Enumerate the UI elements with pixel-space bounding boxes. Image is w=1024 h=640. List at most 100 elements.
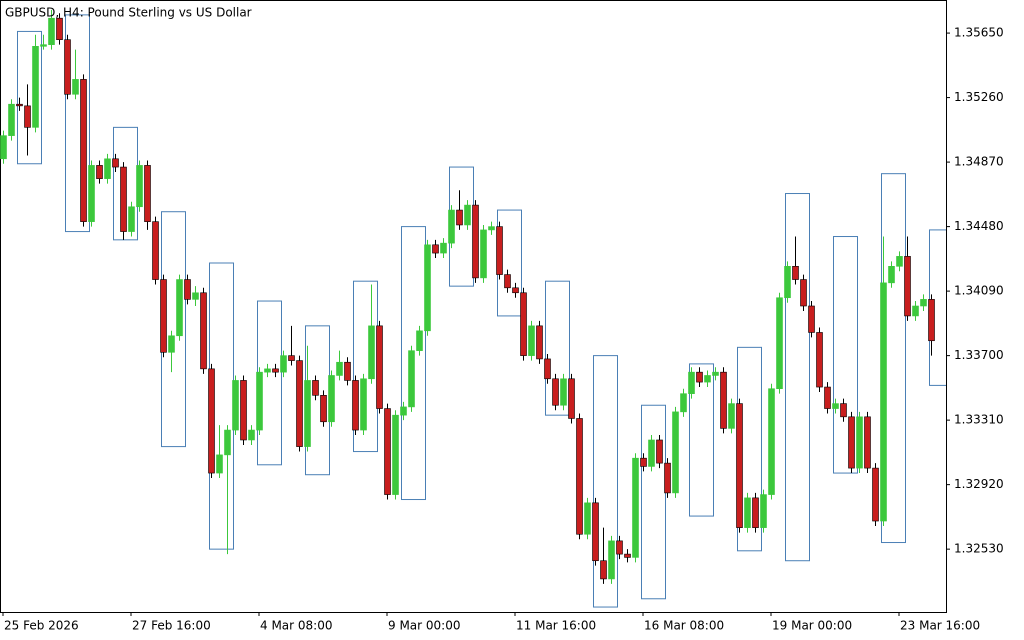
candle-down [576,418,583,535]
candle-up [224,429,231,456]
candle-down [752,497,759,528]
candle-up [672,411,679,494]
candle-up [40,44,47,47]
candle-up [136,165,143,208]
candle-down [616,540,623,555]
candle-down [840,403,847,418]
candle-down [160,279,167,353]
candle-up [832,403,839,409]
candle-down [816,332,823,388]
candle-down [904,256,911,317]
candle-up [256,371,263,431]
candle-up [784,266,791,299]
candle-down [808,305,815,333]
y-tick-label: 1.33310 [954,413,1004,427]
candle-down [200,292,207,370]
candle-up [360,378,367,431]
candle-down [824,386,831,409]
candle-down [112,158,119,168]
candle-down [320,395,327,423]
candle-up [392,414,399,495]
candle-down [272,368,279,373]
candle-up [264,368,271,373]
session-box [401,226,426,501]
candle-up [608,540,615,580]
candle-down [928,299,935,342]
candle-down [696,371,703,383]
candle-up [0,135,7,160]
y-tick-label: 1.33700 [954,348,1004,362]
x-tick-label: 16 Mar 08:00 [644,619,724,633]
candle-down [568,378,575,419]
candle-down [144,165,151,222]
candle-down [288,355,295,361]
candle-down [624,553,631,558]
candle-up [464,204,471,226]
candle-down [296,360,303,447]
candle-down [848,416,855,469]
candle-up [528,325,535,356]
candle-down [600,560,607,580]
candle-down [312,380,319,396]
candle-up [440,242,447,254]
candle-up [232,380,239,431]
candle-up [560,378,567,406]
candle-down [64,39,71,95]
session-box [593,355,618,608]
candle-up [88,165,95,222]
session-box [65,14,90,233]
candle-up [416,330,423,351]
candle-up [896,256,903,267]
candle-up [688,371,695,394]
plot-frame [0,0,947,613]
candle-up [856,416,863,469]
candle-up [128,206,135,232]
candle-up [728,403,735,429]
candle-up [32,46,39,128]
candle-down [24,105,31,128]
candle-up [408,350,415,408]
candle-down [80,79,87,222]
candle-up [72,79,79,95]
candle-down [344,361,351,381]
candle-down [736,403,743,528]
y-tick-label: 1.34090 [954,284,1004,298]
candle-up [584,502,591,535]
candle-up [192,292,199,300]
candle-down [664,462,671,494]
candle-down [376,325,383,409]
candle-up [368,325,375,380]
candle-down [208,368,215,474]
candle-down [120,166,127,232]
y-tick-label: 1.34870 [954,155,1004,169]
candle-up [48,17,55,45]
candle-up [328,375,335,423]
candle-up [168,335,175,353]
candle-up [336,361,343,376]
candle-down [496,226,503,275]
candle-up [712,371,719,376]
x-tick-label: 27 Feb 16:00 [132,619,211,633]
session-box [641,404,666,600]
candle-down [184,279,191,300]
candle-up [888,266,895,284]
x-tick-label: 4 Mar 08:00 [260,619,333,633]
candle-up [680,393,687,413]
candle-up [8,103,15,136]
candle-down [352,380,359,431]
x-tick-label: 25 Feb 2026 [4,619,79,633]
candle-up [304,380,311,447]
candle-up [768,388,775,495]
candle-down [520,292,527,356]
candle-up [912,305,919,317]
candle-down [240,380,247,441]
candle-down [640,457,647,467]
session-box [17,30,42,165]
candle-up [216,454,223,474]
candle-down [504,274,511,289]
y-tick-label: 1.34480 [954,219,1004,233]
candle-up [480,229,487,279]
candle-up [776,297,783,390]
